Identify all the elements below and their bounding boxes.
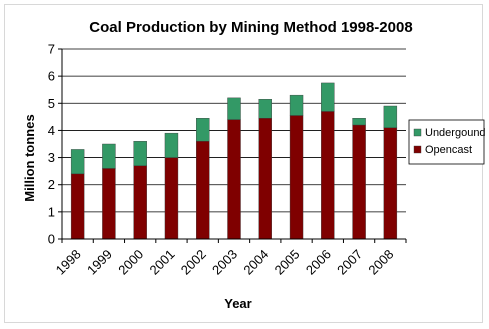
bar-opencast-2003 xyxy=(227,119,241,240)
bar-opencast-1998 xyxy=(70,173,85,240)
legend-label-undergound: Undergound xyxy=(425,127,486,139)
y-tick-label: 0 xyxy=(48,232,55,247)
x-tick-labels: 1998 1999 2000 2001 2002 2003 2004 2005 2006 2007… xyxy=(53,247,397,278)
bar-undergound-2000 xyxy=(133,141,147,166)
bar-undergound-1999 xyxy=(102,143,116,169)
bar-opencast-2000 xyxy=(133,165,147,240)
x-tick-label: 2000 xyxy=(115,247,146,278)
bar-opencast-2008 xyxy=(383,127,398,240)
x-tick-label: 2002 xyxy=(178,247,209,278)
legend-box xyxy=(408,119,485,165)
x-tick-label: 2006 xyxy=(303,247,334,278)
y-tick-label: 3 xyxy=(48,150,55,165)
bar-opencast-2004 xyxy=(258,118,272,240)
x-tick-label: 1999 xyxy=(84,247,115,278)
legend: Undergound Opencast xyxy=(408,119,486,165)
bar-undergound-2004 xyxy=(258,99,272,119)
legend-swatch-undergound xyxy=(413,128,422,137)
y-tick-label: 4 xyxy=(48,123,55,138)
bar-opencast-1999 xyxy=(102,168,116,240)
x-tick-label: 1998 xyxy=(53,247,84,278)
legend-swatch-opencast xyxy=(413,145,422,154)
bar-opencast-2006 xyxy=(321,111,335,240)
bar-undergound-1998 xyxy=(70,149,85,175)
bar-opencast-2007 xyxy=(352,124,366,240)
x-tick-label: 2008 xyxy=(365,247,396,278)
x-tick-label: 2001 xyxy=(147,247,178,278)
bar-undergound-2008 xyxy=(383,105,398,128)
bar-undergound-2005 xyxy=(289,94,304,116)
x-tick-label: 2004 xyxy=(240,247,271,278)
bar-undergound-2006 xyxy=(321,82,335,112)
y-tick-label: 2 xyxy=(48,177,55,192)
bar-opencast-2001 xyxy=(164,157,179,240)
y-tick-label: 6 xyxy=(48,69,55,84)
y-tick-label: 1 xyxy=(48,204,55,219)
y-tick-label: 5 xyxy=(48,96,55,111)
y-axis-title: Million tonnes xyxy=(22,114,37,201)
bar-undergound-2007 xyxy=(352,118,366,126)
chart-title: Coal Production by Mining Method 1998-20… xyxy=(89,19,412,36)
y-tick-label: 7 xyxy=(48,42,55,57)
axes xyxy=(58,48,407,243)
legend-label-opencast: Opencast xyxy=(425,144,472,156)
x-tick-label: 2007 xyxy=(334,247,365,278)
x-tick-label: 2005 xyxy=(272,247,303,278)
y-tick-labels: 0 1 2 3 4 5 6 7 xyxy=(48,42,55,247)
x-axis-title: Year xyxy=(224,296,251,311)
bar-undergound-2003 xyxy=(227,97,241,120)
x-tick-label: 2003 xyxy=(209,247,240,278)
bar-undergound-2002 xyxy=(196,118,210,142)
bar-opencast-2002 xyxy=(196,141,210,240)
bar-opencast-2005 xyxy=(289,115,304,240)
bar-undergound-2001 xyxy=(164,132,179,158)
bars xyxy=(70,82,398,240)
